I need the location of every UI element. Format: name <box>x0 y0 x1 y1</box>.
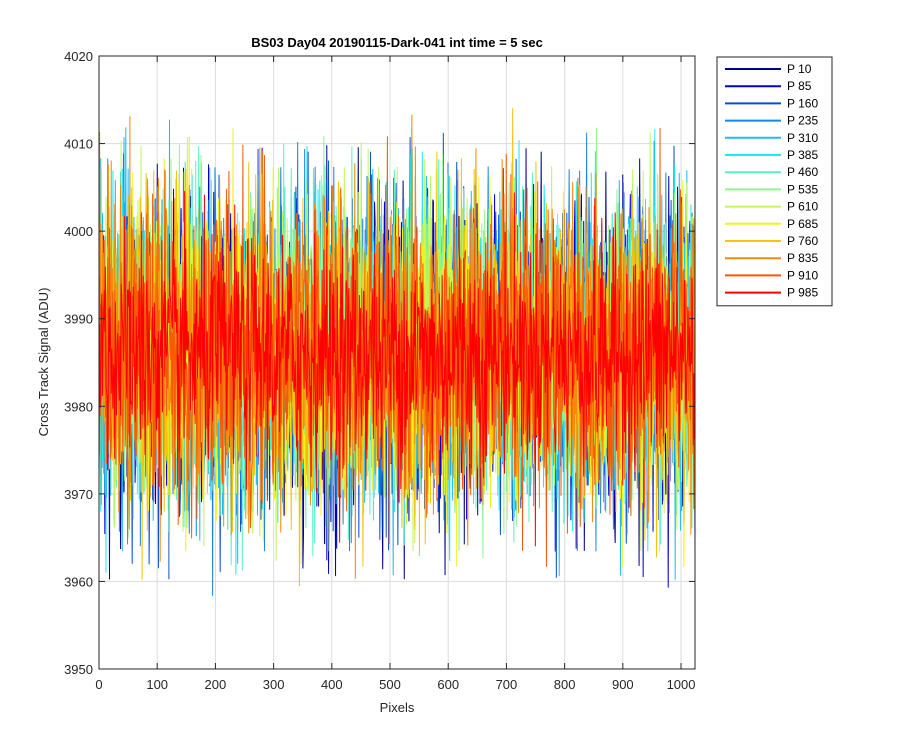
y-tick-label: 3970 <box>64 487 93 502</box>
plot-frame <box>98 55 696 670</box>
legend-label: P 160 <box>787 96 818 110</box>
x-tick-label: 900 <box>612 677 634 692</box>
legend-label: P 460 <box>787 165 818 179</box>
legend-label: P 985 <box>787 286 818 300</box>
x-tick-label: 800 <box>554 677 576 692</box>
legend-box <box>716 56 833 307</box>
legend-label: P 10 <box>787 62 812 76</box>
y-tick-label: 3990 <box>64 312 93 327</box>
y-tick-label: 3950 <box>64 662 93 677</box>
legend-label: P 235 <box>787 114 818 128</box>
legend-label: P 760 <box>787 234 818 248</box>
y-tick-label: 4000 <box>64 224 93 239</box>
x-tick-label: 300 <box>263 677 285 692</box>
legend-label: P 85 <box>787 79 812 93</box>
x-tick-label: 400 <box>321 677 343 692</box>
chart-title: BS03 Day04 20190115-Dark-041 int time = … <box>251 35 543 50</box>
series-layer <box>98 107 696 596</box>
y-tick-label: 4010 <box>64 137 93 152</box>
series-line <box>98 114 696 579</box>
x-tick-label: 1000 <box>667 677 696 692</box>
legend-label: P 685 <box>787 217 818 231</box>
legend-label: P 310 <box>787 131 818 145</box>
legend-label: P 385 <box>787 148 818 162</box>
x-axis-label: Pixels <box>380 700 415 715</box>
x-tick-label: 0 <box>95 677 102 692</box>
legend-label: P 610 <box>787 200 818 214</box>
y-tick-label: 3960 <box>64 574 93 589</box>
y-tick-label: 4020 <box>64 49 93 64</box>
x-tick-label: 200 <box>205 677 227 692</box>
x-tick-label: 100 <box>146 677 168 692</box>
legend-label: P 535 <box>787 182 818 196</box>
series-line <box>98 191 696 547</box>
y-tick-label: 3980 <box>64 399 93 414</box>
x-tick-label: 700 <box>496 677 518 692</box>
x-tick-label: 600 <box>437 677 459 692</box>
legend: P 10 P 85 P 160 P 235 P 310 P 385 P 460 P 535 P … <box>716 56 833 307</box>
legend-label: P 835 <box>787 251 818 265</box>
x-tick-label: 500 <box>379 677 401 692</box>
axis-ticks: 0 100 200 300 400 500 600 700 800 900 1000 3950 3960… <box>64 49 695 692</box>
y-axis-label: Cross Track Signal (ADU) <box>36 288 51 437</box>
legend-label: P 910 <box>787 268 818 282</box>
